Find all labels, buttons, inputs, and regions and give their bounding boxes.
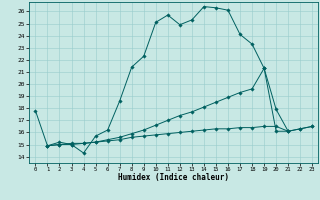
X-axis label: Humidex (Indice chaleur): Humidex (Indice chaleur) xyxy=(118,173,229,182)
